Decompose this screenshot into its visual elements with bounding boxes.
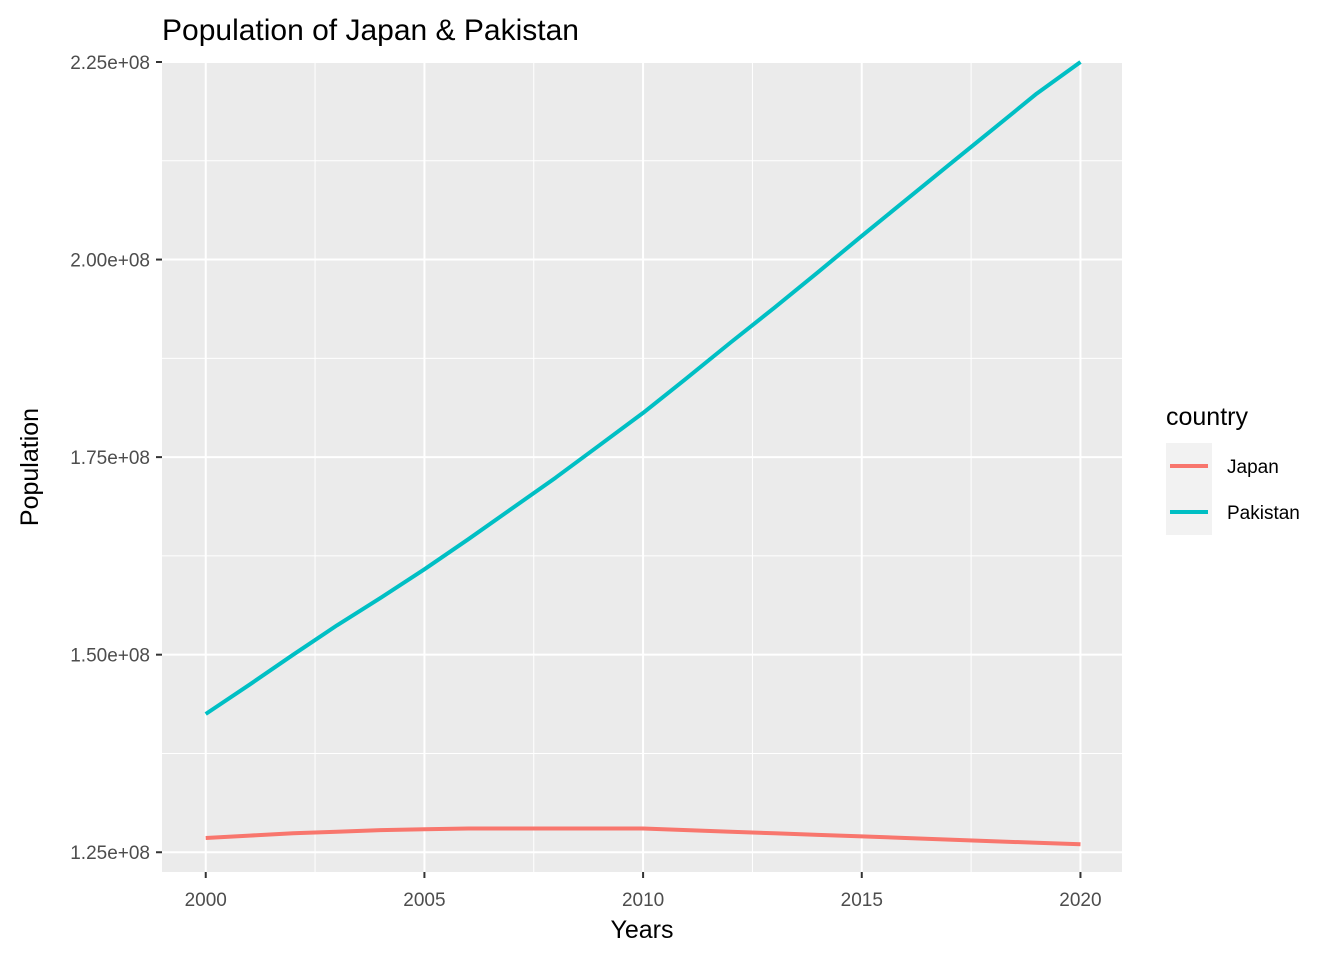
x-axis-title: Years <box>610 916 673 944</box>
chart-title: Population of Japan & Pakistan <box>162 14 579 47</box>
x-axis: 2000 2005 2010 2015 2020 <box>185 872 1102 911</box>
y-tick-label: 2.00e+08 <box>70 251 150 272</box>
x-tick-label: 2010 <box>622 890 664 911</box>
y-tick-label: 2.25e+08 <box>70 53 150 74</box>
y-axis-title: Population <box>16 408 44 526</box>
legend-label: Japan <box>1227 457 1279 478</box>
series-line-pakistan <box>204 60 1082 716</box>
major-gridlines <box>162 61 1122 872</box>
x-tick-label: 2020 <box>1059 890 1101 911</box>
y-tick-label: 1.75e+08 <box>70 448 150 469</box>
y-axis: 1.25e+08 1.50e+08 1.75e+08 2.00e+08 2.25e+08 <box>70 53 162 864</box>
y-tick-label: 1.50e+08 <box>70 646 150 667</box>
plot-panel <box>162 62 1122 872</box>
legend-items: Japan Pakistan <box>1166 443 1300 535</box>
series-lines <box>204 60 1082 847</box>
legend: country Japan Pakistan <box>1166 403 1300 535</box>
series-line-japan <box>205 826 1081 847</box>
x-tick-label: 2015 <box>841 890 883 911</box>
legend-label: Pakistan <box>1227 503 1300 524</box>
y-tick-label: 1.25e+08 <box>70 843 150 864</box>
legend-title: country <box>1166 403 1248 431</box>
minor-gridlines <box>162 62 1122 872</box>
x-tick-label: 2000 <box>185 890 227 911</box>
x-tick-label: 2005 <box>403 890 445 911</box>
